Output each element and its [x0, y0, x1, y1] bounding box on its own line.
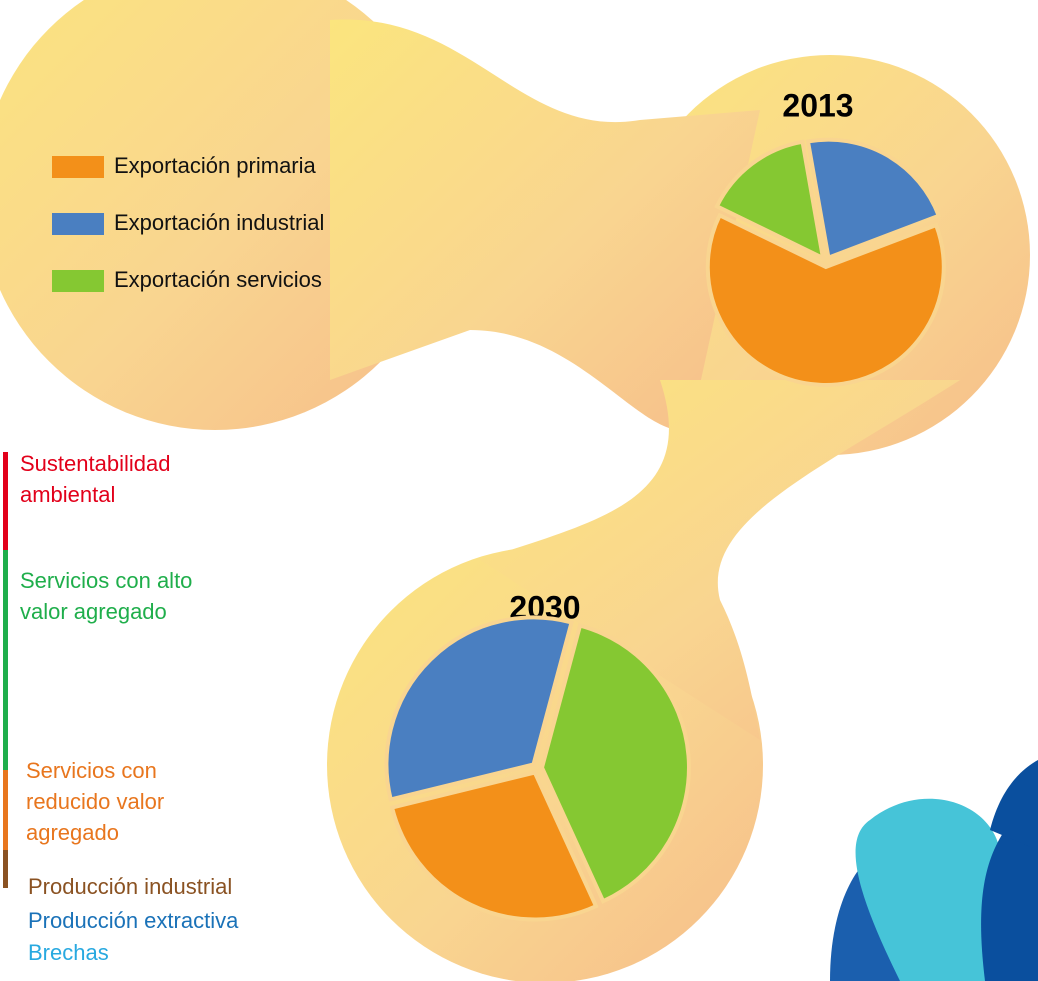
side-label: Brechas: [28, 940, 109, 965]
decoration: [830, 760, 1038, 981]
side-labels: Sustentabilidad ambiental Servicios con al…: [3, 451, 239, 965]
legend-swatch: [52, 213, 104, 235]
side-bar: [3, 850, 8, 888]
side-label: valor agregado: [20, 599, 167, 624]
side-label: Sustentabilidad: [20, 451, 170, 476]
side-label: Producción extractiva: [28, 908, 239, 933]
side-bar: [3, 550, 8, 770]
side-label: reducido valor: [26, 789, 164, 814]
legend-label: Exportación industrial: [114, 210, 324, 235]
pie-slice: [539, 623, 691, 904]
side-bar: [3, 452, 8, 550]
pie-slice: [714, 139, 826, 262]
side-label: ambiental: [20, 482, 115, 507]
legend-label: Exportación primaria: [114, 153, 317, 178]
pie-slice: [805, 137, 942, 261]
pie-title: 2013: [782, 87, 853, 123]
side-label: Producción industrial: [28, 874, 232, 899]
side-label: Servicios con: [26, 758, 157, 783]
legend-swatch: [52, 270, 104, 292]
side-label: agregado: [26, 820, 119, 845]
legend-label: Exportación servicios: [114, 267, 322, 292]
side-bar: [3, 770, 8, 850]
pie-slice: [384, 615, 574, 802]
side-label: Servicios con alto: [20, 568, 192, 593]
legend-swatch: [52, 156, 104, 178]
pie-slice: [705, 212, 946, 387]
pie-slice: [389, 770, 599, 922]
legend: Exportación primaria Exportación industri…: [52, 153, 324, 292]
